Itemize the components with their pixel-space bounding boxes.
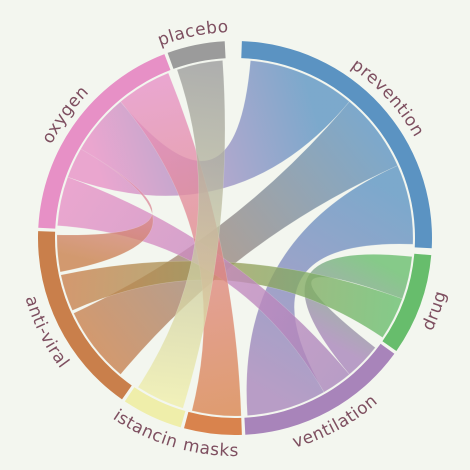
chord-prevention-ventilation bbox=[246, 165, 414, 416]
arc-anti-viral bbox=[38, 231, 132, 400]
chord-masks-oxygen bbox=[120, 72, 242, 417]
chord-istancin-placebo bbox=[137, 60, 226, 409]
arc-masks bbox=[184, 411, 242, 436]
label-masks: masks bbox=[181, 435, 239, 461]
chord-drug-ventilation bbox=[304, 254, 413, 375]
arc-placebo bbox=[167, 41, 226, 69]
chord-ribbons bbox=[56, 60, 414, 417]
inner-ring bbox=[55, 58, 415, 418]
arc-ventilation bbox=[244, 343, 395, 435]
group-arcs bbox=[38, 41, 432, 436]
arc-oxygen bbox=[38, 54, 171, 229]
chord-drug-anti-viral bbox=[60, 260, 403, 338]
arc-istancin bbox=[124, 387, 186, 428]
arc-prevention bbox=[241, 41, 432, 249]
arc-drug bbox=[382, 253, 432, 351]
chord-anti-viral-oxygen bbox=[56, 148, 154, 273]
